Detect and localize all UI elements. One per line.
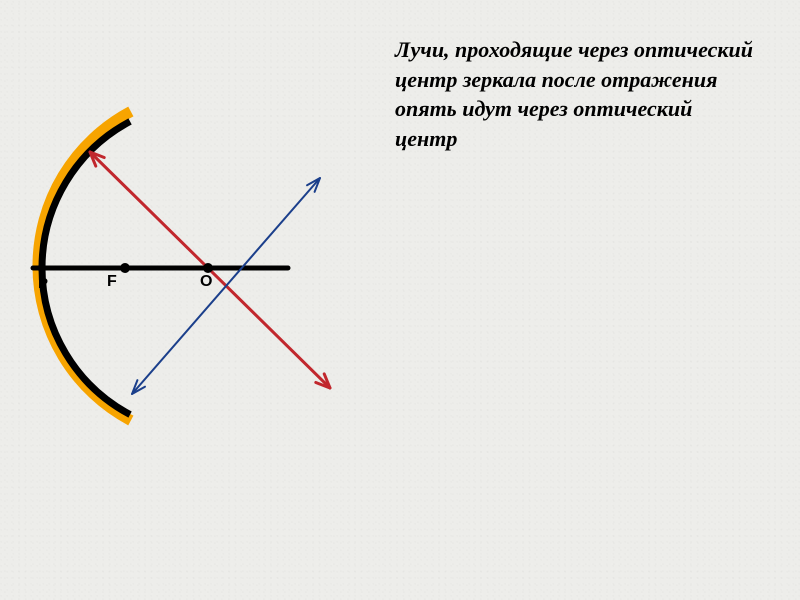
- optics-diagram: PFO: [0, 0, 800, 600]
- blue-ray: [132, 178, 320, 394]
- point-label-F: F: [107, 273, 117, 290]
- point-label-P: P: [38, 275, 48, 292]
- point-label-O: O: [200, 273, 212, 290]
- point-P: P: [38, 264, 49, 293]
